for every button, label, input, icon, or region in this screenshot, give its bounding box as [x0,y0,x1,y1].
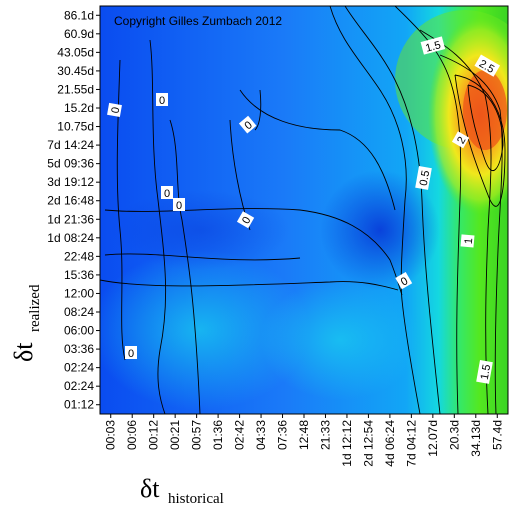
contour-lines [100,6,506,414]
contour-label-text: 1 [463,238,475,245]
contour-label: 0 [125,346,137,360]
y-tick-label: 08:24 [64,305,94,319]
y-tick-label: 12:00 [64,286,94,300]
contour-label-text: 0 [176,200,182,212]
contour-label: 0 [156,93,168,107]
contour-labels: 0 0 0 0 0 0 0 [107,36,501,384]
y-tick-label: 15:36 [64,268,94,282]
contour-label: 0.5 [415,165,432,190]
contour-label: 1 [460,234,475,248]
y-tick-label: 7d 14:24 [47,138,94,152]
contour-label: 0 [238,115,257,134]
y-tick-label: 43.05d [57,45,94,59]
contour-label: 2 [451,131,470,149]
contour-label-text: 0 [128,348,134,360]
x-axis-symbol: δt [140,474,160,503]
x-axis-label: δt historical [140,474,224,507]
x-tick-label: 02:42 [233,420,247,450]
y-axis-subscript: realized [27,284,43,332]
y-tick-label: 22:48 [64,249,94,263]
contour-label: 0 [395,271,413,290]
y-tick-label: 06:00 [64,324,94,338]
y-tick-label: 10.75d [57,120,94,134]
x-tick-label: 2d 12:54 [361,420,375,467]
contour-label-text: 0 [240,215,253,226]
x-tick-label: 00:12 [147,420,161,450]
x-tick-label: 12.07d [426,420,440,457]
contour-label: 1.5 [476,359,493,384]
x-tick-label: 00:06 [125,420,139,450]
contour-label-text: 2 [455,135,468,146]
contour-label-text: 0 [399,275,410,288]
y-tick-label: 3d 19:12 [47,175,94,189]
y-tick-label: 86.1d [64,8,94,22]
y-tick-label: 02:24 [64,361,94,375]
y-tick-label: 1d 21:36 [47,212,94,226]
x-tick-label: 04:33 [254,420,268,450]
x-tick-label: 00:03 [104,420,118,450]
contour-label: 1.5 [420,36,446,55]
contour-label-text: 0 [164,188,170,200]
x-tick-label: 21:33 [318,420,332,450]
y-tick-label: 01:12 [64,398,94,412]
y-axis: 86.1d 60.9d 43.05d 30.45d 21.55d 15.2d 10.75d 7… [47,8,100,412]
x-tick-label: 12:48 [297,420,311,450]
y-axis-symbol: δt [9,342,38,362]
contour-label-text: 0.5 [418,170,432,187]
x-axis-subscript: historical [168,491,224,507]
y-tick-label: 5d 09:36 [47,157,94,171]
y-tick-label: 30.45d [57,64,94,78]
y-tick-label: 15.2d [64,101,94,115]
x-tick-label: 20.3d [447,420,461,450]
y-tick-label: 03:36 [64,342,94,356]
x-tick-label: 57.4d [490,420,504,450]
contour-label-text: 0 [159,95,165,107]
contour-label-text: 0 [110,106,123,114]
x-tick-label: 7d 04:12 [404,420,418,467]
y-tick-label: 1d 08:24 [47,231,94,245]
contour-label: 0 [173,198,185,212]
x-tick-label: 34.13d [469,420,483,457]
y-axis-label: δt realized [9,284,43,362]
contour-label: 0 [161,186,173,200]
y-tick-label: 60.9d [64,27,94,41]
x-tick-label: 00:57 [190,420,204,450]
x-tick-label: 00:21 [168,420,182,450]
contour-label-text: 1.5 [479,364,493,381]
x-tick-label: 01:36 [211,420,225,450]
x-tick-label: 1d 12:12 [340,420,354,467]
y-tick-label: 2d 16:48 [47,194,94,208]
copyright-text: Copyright Gilles Zumbach 2012 [114,14,282,28]
x-tick-label: 4d 06:24 [383,420,397,467]
x-axis: 00:03 00:06 00:12 00:21 00:57 01:36 02:42 04:33… [104,414,504,467]
contour-label: 0 [107,102,123,117]
y-tick-label: 21.55d [57,82,94,96]
y-tick-label: 02:24 [64,379,94,393]
x-tick-label: 07:36 [276,420,290,450]
contour-label: 0 [236,211,255,229]
contour-label-text: 1.5 [424,39,442,55]
